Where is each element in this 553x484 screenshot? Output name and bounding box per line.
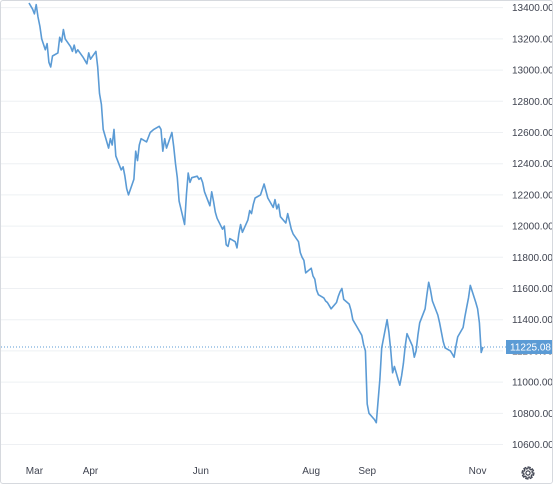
y-tick-label: 11000.00 bbox=[512, 378, 552, 389]
y-tick-label: 10800.00 bbox=[512, 409, 552, 420]
last-value-marker: 11225.08 bbox=[1, 339, 552, 354]
y-tick-label: 10600.00 bbox=[512, 440, 552, 451]
y-tick-label: 11600.00 bbox=[512, 284, 552, 295]
y-axis: 13400.00 13200.00 13000.00 12800.00 12600.00… bbox=[512, 3, 552, 451]
last-value-badge bbox=[506, 339, 552, 354]
grid-lines bbox=[1, 7, 503, 446]
y-tick-label: 11400.00 bbox=[512, 315, 552, 326]
x-tick-label: Aug bbox=[302, 466, 320, 477]
y-tick-label: 12200.00 bbox=[512, 190, 552, 201]
x-tick-label: Nov bbox=[469, 466, 487, 477]
x-tick-label: Mar bbox=[26, 466, 44, 477]
y-tick-label: 12000.00 bbox=[512, 222, 552, 233]
y-tick-label: 12400.00 bbox=[512, 159, 552, 170]
price-series bbox=[28, 2, 484, 424]
x-tick-label: Apr bbox=[83, 466, 99, 477]
y-tick-label: 13200.00 bbox=[512, 34, 552, 45]
series-line bbox=[28, 2, 484, 424]
gear-hub[interactable] bbox=[525, 470, 531, 476]
y-tick-label: 12600.00 bbox=[512, 128, 552, 139]
y-tick-label: 11800.00 bbox=[512, 253, 552, 264]
y-tick-label: 12800.00 bbox=[512, 97, 552, 108]
last-value-label: 11225.08 bbox=[510, 342, 551, 353]
gear-icon[interactable] bbox=[521, 466, 535, 480]
x-tick-label: Sep bbox=[358, 466, 376, 477]
x-axis: Mar Apr Jun Aug Sep Nov bbox=[26, 466, 487, 477]
x-tick-label: Jun bbox=[193, 466, 209, 477]
gear-shape[interactable] bbox=[521, 466, 535, 480]
y-tick-label: 13000.00 bbox=[512, 66, 552, 77]
y-tick-label: 13400.00 bbox=[512, 3, 552, 14]
